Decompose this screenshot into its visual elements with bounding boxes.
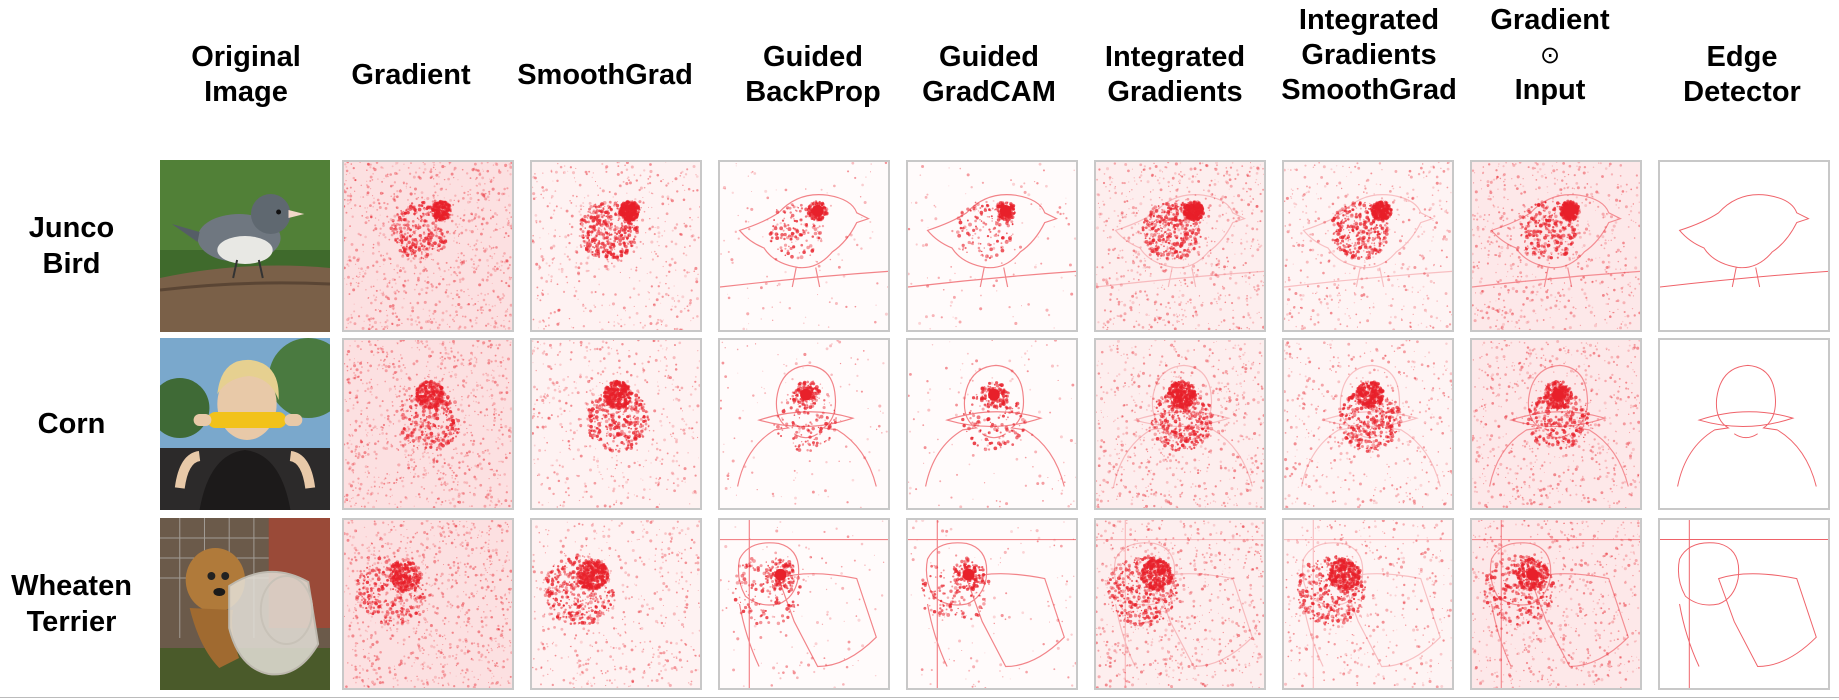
column-header-6: Integrated Gradients SmoothGrad xyxy=(1269,0,1469,110)
row-header-bird: Junco Bird xyxy=(0,160,143,332)
column-header-3: Guided BackProp xyxy=(713,0,913,150)
column-header-0: Original Image xyxy=(146,0,346,150)
saliency-map-terrier-col4 xyxy=(906,518,1078,690)
column-header-4: Guided GradCAM xyxy=(889,0,1089,150)
column-header-line: GradCAM xyxy=(922,75,1056,110)
column-header-2: SmoothGrad xyxy=(505,0,705,150)
row-header-line: Wheaten xyxy=(11,568,132,604)
row-header-line: Corn xyxy=(38,406,106,442)
original-image-bird xyxy=(160,160,330,332)
saliency-map-bird-col6 xyxy=(1282,160,1454,332)
column-header-line: Gradients xyxy=(1301,38,1436,73)
saliency-map-corn-col3 xyxy=(718,338,890,510)
column-header-line: Image xyxy=(204,75,288,110)
column-header-8: Edge Detector xyxy=(1642,0,1839,150)
saliency-map-bird-col8 xyxy=(1658,160,1830,332)
column-header-7: Gradient ⊙ Input xyxy=(1450,0,1650,110)
saliency-map-terrier-col7 xyxy=(1470,518,1642,690)
column-header-5: Integrated Gradients xyxy=(1075,0,1275,150)
saliency-map-bird-col5 xyxy=(1094,160,1266,332)
saliency-map-bird-col7 xyxy=(1470,160,1642,332)
row-header-line: Junco xyxy=(29,210,114,246)
saliency-map-corn-col8 xyxy=(1658,338,1830,510)
row-header-line: Terrier xyxy=(27,604,117,640)
column-header-line: BackProp xyxy=(745,75,880,110)
saliency-map-bird-col1 xyxy=(342,160,514,332)
bottom-rule xyxy=(0,697,1839,698)
original-image-corn xyxy=(160,338,330,510)
saliency-map-corn-col4 xyxy=(906,338,1078,510)
column-header-line: Gradients xyxy=(1107,75,1242,110)
saliency-map-terrier-col5 xyxy=(1094,518,1266,690)
column-header-1: Gradient xyxy=(311,0,511,150)
row-header-line: Bird xyxy=(43,246,101,282)
column-header-line: Guided xyxy=(763,40,863,75)
saliency-map-corn-col2 xyxy=(530,338,702,510)
row-header-corn: Corn xyxy=(0,338,143,510)
row-header-terrier: Wheaten Terrier xyxy=(0,518,143,690)
column-header-line: Integrated xyxy=(1105,40,1245,75)
saliency-map-corn-col1 xyxy=(342,338,514,510)
saliency-map-terrier-col8 xyxy=(1658,518,1830,690)
column-header-line: Edge xyxy=(1707,40,1778,75)
column-header-line: Guided xyxy=(939,40,1039,75)
column-header-line: SmoothGrad xyxy=(1281,73,1457,108)
column-header-line: SmoothGrad xyxy=(517,58,693,93)
saliency-map-corn-col7 xyxy=(1470,338,1642,510)
saliency-map-bird-col2 xyxy=(530,160,702,332)
column-header-line: Integrated xyxy=(1299,3,1439,38)
saliency-map-bird-col4 xyxy=(906,160,1078,332)
column-header-line: Gradient xyxy=(351,58,470,93)
saliency-map-terrier-col6 xyxy=(1282,518,1454,690)
column-header-line: Original xyxy=(191,40,301,75)
saliency-map-terrier-col3 xyxy=(718,518,890,690)
saliency-map-terrier-col2 xyxy=(530,518,702,690)
original-image-terrier xyxy=(160,518,330,690)
saliency-map-bird-col3 xyxy=(718,160,890,332)
saliency-map-corn-col6 xyxy=(1282,338,1454,510)
column-header-line: ⊙ xyxy=(1540,38,1560,73)
column-header-line: Detector xyxy=(1683,75,1801,110)
saliency-map-terrier-col1 xyxy=(342,518,514,690)
saliency-map-corn-col5 xyxy=(1094,338,1266,510)
column-header-line: Input xyxy=(1515,73,1586,108)
column-header-line: Gradient xyxy=(1490,3,1609,38)
